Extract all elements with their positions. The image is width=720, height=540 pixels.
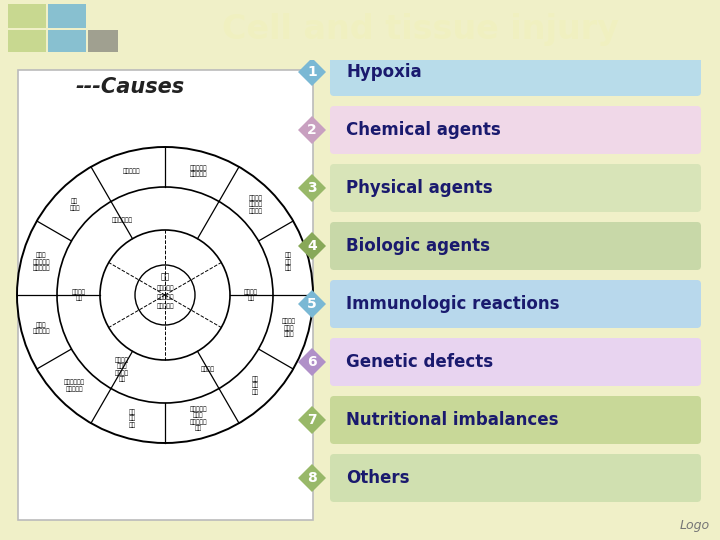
FancyBboxPatch shape xyxy=(330,106,701,154)
Text: Cell and tissue injury: Cell and tissue injury xyxy=(222,14,618,46)
Text: 免疫、遗传: 免疫、遗传 xyxy=(156,285,174,291)
FancyBboxPatch shape xyxy=(8,4,46,28)
Text: 年龄、性别: 年龄、性别 xyxy=(156,303,174,309)
FancyBboxPatch shape xyxy=(330,396,701,444)
Text: 3: 3 xyxy=(307,181,317,195)
Text: 生活方式、
行为、
体育锻炼、
娱乐: 生活方式、 行为、 体育锻炼、 娱乐 xyxy=(189,406,207,431)
Polygon shape xyxy=(298,232,326,260)
Polygon shape xyxy=(298,464,326,492)
Polygon shape xyxy=(298,58,326,86)
Text: 物理化学
因素: 物理化学 因素 xyxy=(72,289,86,301)
Text: 5: 5 xyxy=(307,297,317,311)
Text: Genetic defects: Genetic defects xyxy=(346,353,493,371)
Text: 有毒的
植物和动物: 有毒的 植物和动物 xyxy=(32,322,50,334)
Text: 社会心理
因素: 社会心理 因素 xyxy=(244,289,258,301)
Polygon shape xyxy=(298,174,326,202)
Circle shape xyxy=(17,147,313,443)
Text: Immunologic reactions: Immunologic reactions xyxy=(346,295,559,313)
FancyBboxPatch shape xyxy=(330,164,701,212)
Text: 7: 7 xyxy=(307,413,317,427)
Text: 宗教信仰、
习俗和文化: 宗教信仰、 习俗和文化 xyxy=(189,165,207,178)
Text: Physical agents: Physical agents xyxy=(346,179,492,197)
FancyBboxPatch shape xyxy=(18,70,313,520)
Text: ---Causes: ---Causes xyxy=(76,77,184,97)
Text: Logo: Logo xyxy=(680,519,710,532)
FancyBboxPatch shape xyxy=(48,30,86,52)
Text: 8: 8 xyxy=(307,471,317,485)
Text: 安全用水
和基本的
卫生设施: 安全用水 和基本的 卫生设施 xyxy=(248,195,263,214)
Text: 生物因素: 生物因素 xyxy=(201,367,215,372)
FancyBboxPatch shape xyxy=(330,222,701,270)
Text: Hypoxia: Hypoxia xyxy=(346,63,422,81)
Text: 医疗
卫生
保健: 医疗 卫生 保健 xyxy=(252,376,259,395)
Text: 噪声、射线、
温度、压力: 噪声、射线、 温度、压力 xyxy=(64,380,85,392)
FancyBboxPatch shape xyxy=(330,338,701,386)
Text: 6: 6 xyxy=(307,355,317,369)
Text: 动物昆虫
和病原
携带者: 动物昆虫 和病原 携带者 xyxy=(282,319,296,338)
Text: Nutritional imbalances: Nutritional imbalances xyxy=(346,411,559,429)
Text: 气候
十壤
大气: 气候 十壤 大气 xyxy=(285,253,292,271)
Text: Biologic agents: Biologic agents xyxy=(346,237,490,255)
FancyBboxPatch shape xyxy=(88,30,118,52)
Text: 住房、
工作场所、
通讯和交通: 住房、 工作场所、 通讯和交通 xyxy=(32,253,50,271)
Polygon shape xyxy=(298,116,326,144)
Polygon shape xyxy=(298,348,326,376)
Text: 教育
和职业: 教育 和职业 xyxy=(69,198,80,211)
Text: 自然环境因素: 自然环境因素 xyxy=(112,218,132,224)
Text: 1: 1 xyxy=(307,65,317,79)
Text: 4: 4 xyxy=(307,239,317,253)
FancyBboxPatch shape xyxy=(330,48,701,96)
Text: 化学物、
毒物、
污染物、
药物: 化学物、 毒物、 污染物、 药物 xyxy=(115,357,129,382)
FancyBboxPatch shape xyxy=(8,30,46,52)
Text: Others: Others xyxy=(346,469,410,487)
Text: 神经内分泌: 神经内分泌 xyxy=(156,294,174,300)
Text: Chemical agents: Chemical agents xyxy=(346,121,500,139)
FancyBboxPatch shape xyxy=(48,4,86,28)
Text: 人体: 人体 xyxy=(161,273,170,281)
Polygon shape xyxy=(298,290,326,318)
Polygon shape xyxy=(298,406,326,434)
Text: 2: 2 xyxy=(307,123,317,137)
Text: 社会
经济
状况: 社会 经济 状况 xyxy=(128,409,135,428)
FancyBboxPatch shape xyxy=(330,280,701,328)
FancyBboxPatch shape xyxy=(330,454,701,502)
Text: 食物和营养: 食物和营养 xyxy=(123,168,140,174)
